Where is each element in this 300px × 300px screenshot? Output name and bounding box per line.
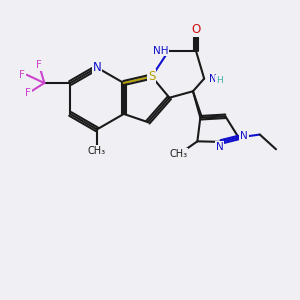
Text: NH: NH (153, 46, 168, 56)
Text: H: H (216, 76, 223, 85)
Text: F: F (19, 70, 25, 80)
Text: N: N (216, 142, 223, 152)
Text: F: F (36, 60, 42, 70)
Text: N: N (93, 61, 101, 74)
Text: N: N (208, 74, 216, 84)
Text: S: S (148, 70, 155, 83)
Text: N: N (240, 131, 248, 141)
Text: CH₃: CH₃ (88, 146, 106, 156)
Text: O: O (191, 23, 200, 36)
Text: CH₃: CH₃ (169, 149, 187, 159)
Text: F: F (25, 88, 31, 98)
